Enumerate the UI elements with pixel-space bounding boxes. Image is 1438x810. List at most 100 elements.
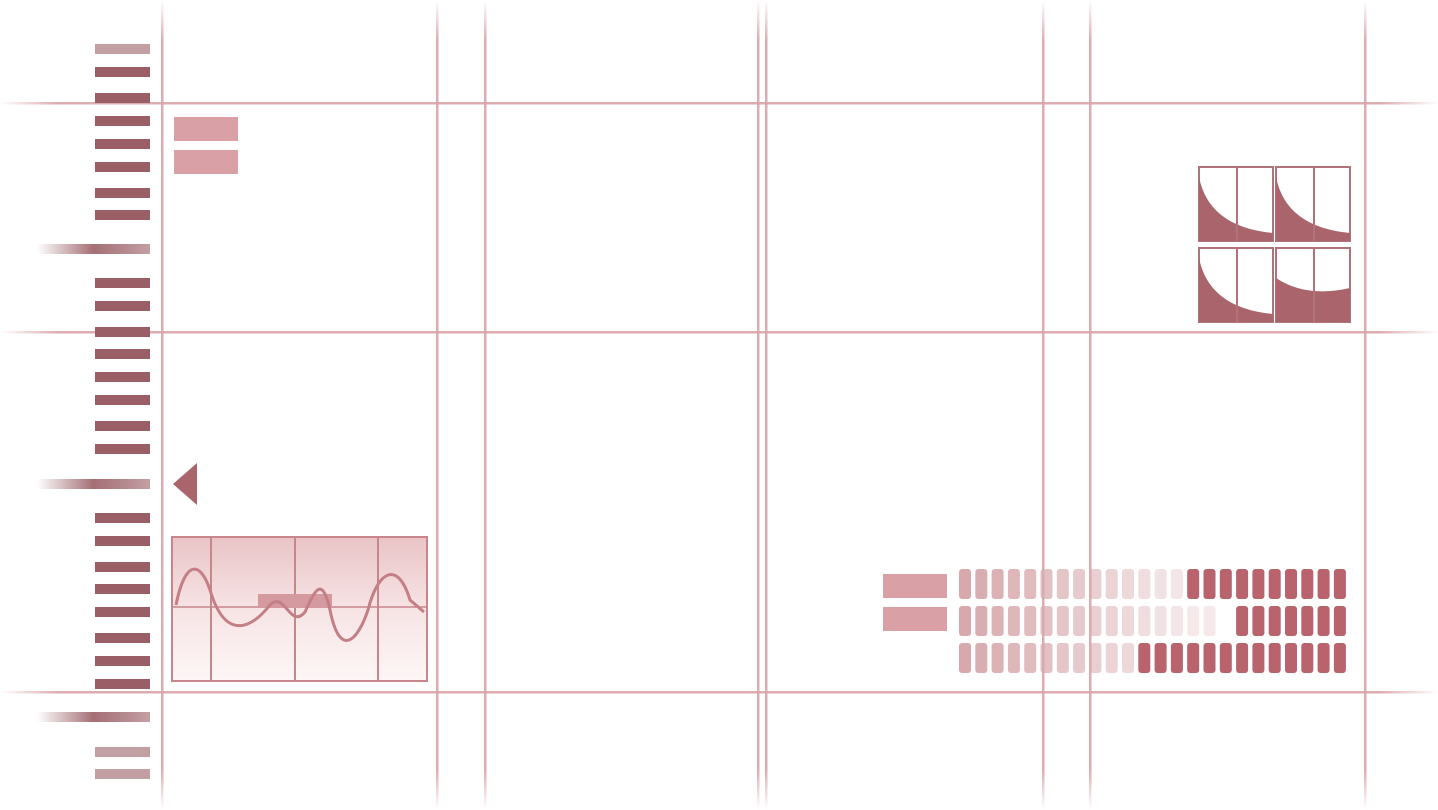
ruler-tick — [95, 584, 150, 594]
wave-line — [174, 567, 425, 642]
meter-cell — [1236, 569, 1249, 599]
ruler-tick — [95, 562, 150, 572]
meter-cell — [1122, 606, 1134, 636]
ruler-tick — [95, 188, 150, 198]
label-chip — [883, 607, 947, 631]
meter-cell — [1268, 606, 1281, 636]
grid-v — [757, 0, 760, 810]
grid-h — [0, 331, 1438, 334]
meter-cell — [991, 643, 1004, 673]
pointer-arrow — [173, 463, 197, 505]
meter-cell — [1333, 569, 1346, 599]
meter-cell — [1024, 643, 1037, 673]
ruler-tick — [95, 747, 150, 757]
meter-cell — [1252, 643, 1265, 673]
meter-cell — [1285, 569, 1297, 599]
meter-cell — [1301, 643, 1314, 673]
quad-fill — [1199, 258, 1273, 322]
meter-cell — [1105, 569, 1118, 599]
meter-cell — [1089, 643, 1102, 673]
meter-cell — [959, 606, 971, 636]
meter-cell — [1317, 606, 1330, 636]
meter-cell — [1187, 643, 1200, 673]
grid-v — [1042, 0, 1045, 810]
meter-cell — [1138, 643, 1151, 673]
meter-cell — [1040, 643, 1053, 673]
ruler-tick — [95, 679, 150, 689]
meter-cell — [959, 569, 971, 599]
level-meters — [959, 569, 1346, 673]
meter-cell — [1333, 643, 1346, 673]
meter-cell — [1219, 569, 1232, 599]
meter-cell — [975, 643, 988, 673]
meter-cell — [1301, 569, 1314, 599]
grid-h — [0, 691, 1438, 694]
grid-v — [484, 0, 487, 810]
quad-fill — [1199, 177, 1273, 241]
meter-cell — [1040, 606, 1053, 636]
ruler-tick — [95, 116, 150, 126]
ruler-tick — [95, 656, 150, 666]
ruler-long-tick — [37, 712, 150, 722]
ruler-tick — [95, 421, 150, 431]
meter-cell — [1170, 569, 1183, 599]
meter-cell — [1170, 643, 1183, 673]
meter-cell — [1105, 643, 1118, 673]
meter-cell — [1105, 606, 1118, 636]
meter-cell — [1236, 606, 1249, 636]
meter-cell — [1187, 569, 1200, 599]
meter-cell — [1333, 606, 1346, 636]
meter-cell — [1007, 606, 1020, 636]
ruler-tick — [95, 395, 150, 405]
meter-cell — [1301, 606, 1314, 636]
meter-cell — [1089, 569, 1102, 599]
meter-cell — [1170, 606, 1183, 636]
meter-cell — [1203, 569, 1216, 599]
ruler-tick — [95, 44, 150, 54]
quad-panel — [1275, 247, 1351, 323]
meter-cell — [1236, 643, 1249, 673]
meter-cell — [1252, 606, 1265, 636]
meter-cell — [1203, 643, 1216, 673]
meter-cell — [1056, 606, 1069, 636]
grid-v — [765, 0, 768, 810]
meter-cell — [1056, 643, 1069, 673]
ruler-tick — [95, 536, 150, 546]
ruler-tick — [95, 349, 150, 359]
meter-cell — [975, 606, 988, 636]
meter-cell — [1252, 569, 1265, 599]
meter-cell — [1154, 569, 1167, 599]
grid-v — [1364, 0, 1367, 810]
label-chip — [174, 150, 238, 174]
meter-cell — [1024, 606, 1037, 636]
meter-cell — [1073, 569, 1086, 599]
meter-cell — [1268, 643, 1281, 673]
ruler-tick — [95, 327, 150, 337]
ruler-tick — [95, 607, 150, 617]
meter-cell — [1056, 569, 1069, 599]
meter-cell — [1317, 569, 1330, 599]
meter-cell — [1285, 643, 1297, 673]
quad-panel — [1198, 166, 1274, 242]
grid-h — [0, 102, 1438, 105]
meter-cell — [1317, 643, 1330, 673]
meter-cell — [1040, 569, 1053, 599]
quad-panels — [1198, 166, 1351, 323]
ruler-long-tick — [37, 479, 150, 489]
ruler-tick — [95, 513, 150, 523]
meter-cell — [1122, 643, 1134, 673]
meter-cell — [1138, 569, 1151, 599]
ruler-tick — [95, 210, 150, 220]
ruler — [37, 44, 150, 779]
quad-fill — [1276, 177, 1350, 241]
grid-v — [436, 0, 439, 810]
meter-cell — [1007, 569, 1020, 599]
quad-panel — [1275, 166, 1351, 242]
ruler-long-tick — [37, 244, 150, 254]
meter-cell — [991, 569, 1004, 599]
meter-cell — [1187, 606, 1200, 636]
ruler-tick — [95, 162, 150, 172]
